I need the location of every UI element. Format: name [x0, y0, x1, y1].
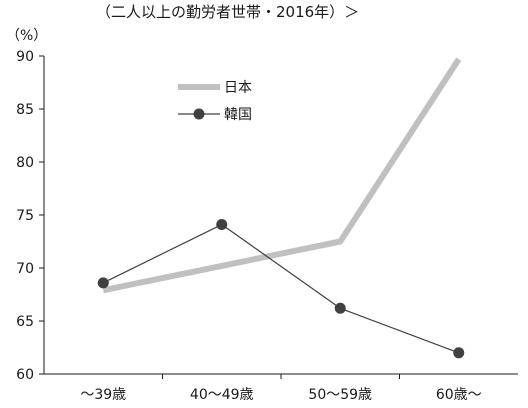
data-point-korea: [453, 347, 465, 359]
axes: 60 65 70 75 80 85 90 ～39歳 40～49歳 50～59歳 60歳～: [16, 49, 518, 403]
series-layer: [97, 57, 465, 359]
data-point-korea: [216, 219, 228, 231]
y-tick-label: 60: [16, 367, 34, 383]
y-tick-label: 85: [16, 102, 34, 118]
y-axis-unit-label: （%）: [6, 28, 47, 44]
data-point-korea: [334, 302, 346, 314]
y-tick-label: 90: [16, 49, 34, 65]
y-tick-label: 75: [16, 208, 34, 224]
legend-marker-korea: [193, 108, 205, 120]
series-line-korea: [102, 223, 459, 354]
legend-label-korea: 韓国: [224, 107, 252, 123]
data-point-korea: [97, 277, 109, 289]
y-tick-label: 80: [16, 155, 34, 171]
y-tick-label: 70: [16, 261, 34, 277]
chart-subtitle: （二人以上の勤労者世帯・2016年）＞: [96, 3, 359, 21]
x-tick-label: 50～59歳: [308, 387, 372, 403]
series-line-japan: [102, 57, 462, 294]
legend-label-japan: 日本: [224, 80, 252, 96]
y-tick-label: 65: [16, 314, 34, 330]
x-tick-label: 60歳～: [436, 387, 482, 403]
x-tick-label: ～39歳: [80, 387, 126, 403]
x-tick-label: 40～49歳: [190, 387, 254, 403]
